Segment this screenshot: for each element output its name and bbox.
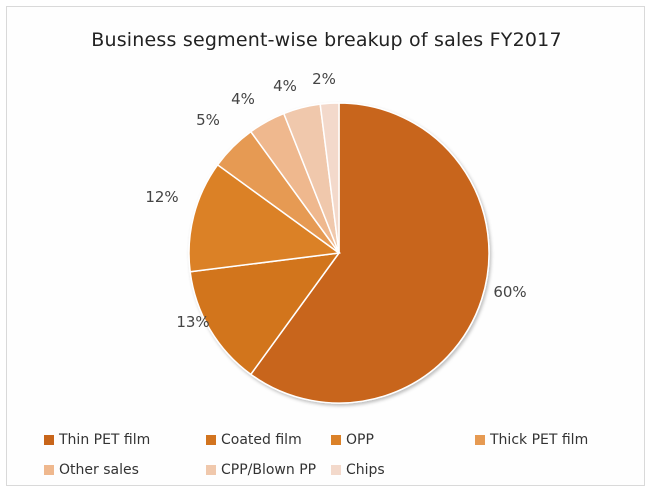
pie-slice-chips xyxy=(319,102,340,254)
legend-swatch xyxy=(331,435,341,445)
legend-item: Thick PET film xyxy=(475,432,588,448)
legend-item: Other sales xyxy=(44,462,139,478)
legend-item: Thin PET film xyxy=(44,432,150,448)
legend-swatch xyxy=(475,435,485,445)
data-label: 4% xyxy=(273,77,297,95)
data-label: 4% xyxy=(231,90,255,108)
data-label: 12% xyxy=(145,188,178,206)
legend-label: CPP/Blown PP xyxy=(221,462,317,478)
pie-slice-opp xyxy=(188,163,341,273)
legend-swatch xyxy=(331,465,341,475)
legend-item: CPP/Blown PP xyxy=(206,462,316,478)
data-label: 13% xyxy=(176,313,209,331)
legend-swatch xyxy=(44,465,54,475)
data-label: 60% xyxy=(493,283,526,301)
chart-title: Business segment-wise breakup of sales F… xyxy=(91,29,562,51)
pie-slice-thin-pet-film xyxy=(249,102,490,404)
legend-item: Chips xyxy=(331,462,385,478)
legend-label: Other sales xyxy=(59,462,139,478)
data-label: 5% xyxy=(196,111,220,129)
legend-item: Coated film xyxy=(206,432,302,448)
data-label: 2% xyxy=(312,70,336,88)
legend-item: OPP xyxy=(331,432,374,448)
legend-label: OPP xyxy=(346,432,374,448)
legend-swatch xyxy=(206,435,216,445)
legend-label: Thick PET film xyxy=(490,432,589,448)
legend-label: Thin PET film xyxy=(59,432,151,448)
pie-slice-coated-film xyxy=(189,252,341,376)
legend-swatch xyxy=(206,465,216,475)
legend-label: Coated film xyxy=(221,432,302,448)
legend-label: Chips xyxy=(346,462,385,478)
legend-swatch xyxy=(44,435,54,445)
